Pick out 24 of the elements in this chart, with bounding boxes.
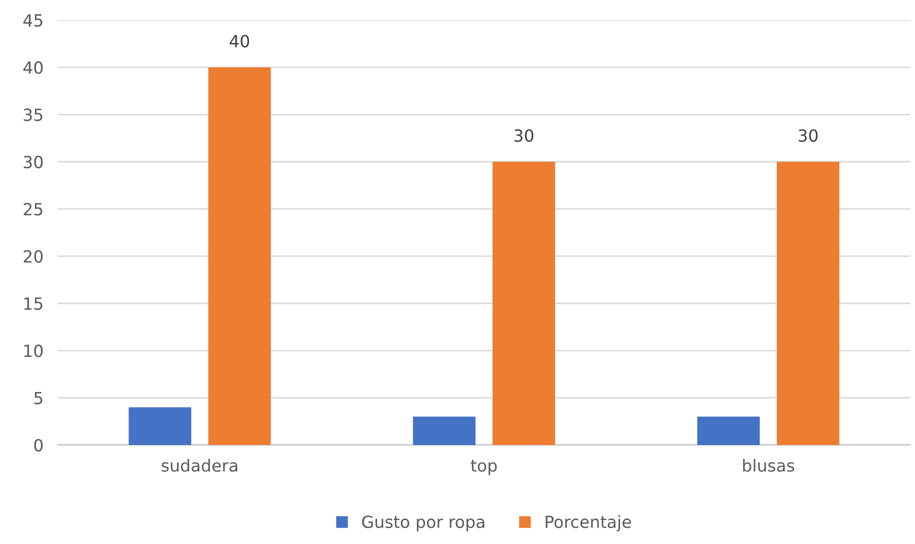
bar xyxy=(208,67,271,445)
y-tick-label: 20 xyxy=(24,250,43,263)
bar xyxy=(492,162,556,445)
y-tick-label: 15 xyxy=(24,298,42,310)
legend-label: Porcentaje xyxy=(546,515,631,532)
data-label: 30 xyxy=(798,129,818,142)
x-tick-label: sudadera xyxy=(162,458,238,472)
y-tick-label: 10 xyxy=(24,344,43,358)
y-tick-label: 35 xyxy=(24,108,42,122)
y-tick-label: 30 xyxy=(24,156,43,168)
bar xyxy=(697,416,760,445)
bar xyxy=(412,416,476,445)
y-tick-label: 45 xyxy=(23,14,42,27)
x-tick-label: blusas xyxy=(743,458,794,472)
bar xyxy=(128,407,192,445)
bar xyxy=(776,162,840,445)
legend-label: Gusto por ropa xyxy=(362,516,484,532)
x-tick-label: top xyxy=(470,460,497,476)
y-tick-label: 40 xyxy=(23,61,43,74)
y-tick-label: 0 xyxy=(34,438,43,452)
y-tick-label: 5 xyxy=(34,392,42,404)
data-label: 40 xyxy=(230,34,250,48)
y-tick-label: 25 xyxy=(24,202,42,216)
data-label: 30 xyxy=(514,129,534,142)
